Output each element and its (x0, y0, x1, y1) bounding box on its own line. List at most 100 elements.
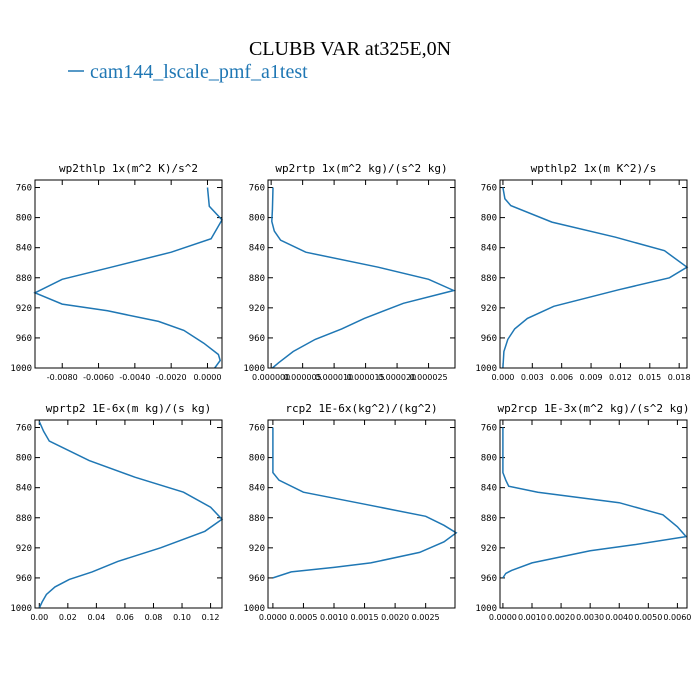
x-tick-label: 0.02 (59, 613, 77, 622)
y-tick-label: 800 (249, 214, 265, 224)
x-tick-label: 0.10 (173, 613, 191, 622)
series-line (38, 421, 224, 609)
x-tick-label: 0.003 (521, 373, 544, 382)
x-tick-label: 0.04 (87, 613, 105, 622)
y-tick-label: 880 (481, 274, 497, 284)
y-tick-label: 880 (16, 274, 32, 284)
x-tick-label: -0.0060 (83, 373, 114, 382)
panel-title: wpthlp2 1x(m K^2)/s (531, 162, 657, 175)
y-tick-label: 840 (16, 244, 32, 254)
y-tick-label: 840 (16, 484, 32, 494)
y-tick-label: 760 (481, 184, 497, 194)
y-tick-label: 960 (481, 574, 497, 584)
y-tick-label: 1000 (243, 604, 265, 614)
y-tick-label: 960 (249, 574, 265, 584)
y-tick-label: 880 (249, 274, 265, 284)
y-tick-label: 920 (16, 544, 32, 554)
y-tick-label: 920 (481, 304, 497, 314)
y-tick-label: 1000 (243, 364, 265, 374)
y-tick-label: 800 (249, 454, 265, 464)
x-tick-label: 0.000005 (284, 373, 322, 382)
y-tick-label: 840 (481, 244, 497, 254)
y-tick-label: 1000 (10, 604, 32, 614)
x-tick-label: 0.000025 (409, 373, 447, 382)
x-tick-label: 0.0010 (518, 613, 546, 622)
figure-title: CLUBB VAR at325E,0N (249, 38, 451, 60)
y-tick-label: 800 (481, 214, 497, 224)
panel-5: rcp2 1E-6x(kg^2)/(kg^2) 760 800 840 880 920 96… (243, 402, 458, 622)
y-tick-label: 760 (249, 424, 265, 434)
x-tick-label: 0.012 (609, 373, 632, 382)
y-tick-label: 880 (16, 514, 32, 524)
x-tick-label: 0.018 (668, 373, 691, 382)
x-tick-label: 0.000000 (252, 373, 290, 382)
x-tick-label: -0.0080 (47, 373, 78, 382)
x-tick-label: 0.000010 (315, 373, 353, 382)
series-line (502, 427, 688, 579)
y-tick-label: 920 (249, 544, 265, 554)
x-tick-label: 0.015 (638, 373, 661, 382)
series-line (271, 187, 456, 369)
y-tick-label: 920 (249, 304, 265, 314)
y-tick-label: 880 (481, 514, 497, 524)
plot-frame (499, 179, 688, 369)
panels: wp2thlp 1x(m^2 K)/s^2 760 800 840 880 920 960 1… (10, 162, 691, 622)
x-tick-label: 0.000015 (347, 373, 385, 382)
y-tick-label: 920 (481, 544, 497, 554)
y-tick-label: 960 (481, 334, 497, 344)
x-tick-label: 0.0060 (663, 613, 691, 622)
y-tick-label: 1000 (10, 364, 32, 374)
x-tick-label: 0.0020 (381, 613, 409, 622)
x-tick-label: 0.0015 (351, 613, 379, 622)
x-tick-label: 0.0005 (289, 613, 317, 622)
series-line (502, 187, 689, 369)
panel-title: wprtp2 1E-6x(m kg)/(s kg) (46, 402, 212, 415)
y-tick-label: 800 (16, 454, 32, 464)
y-tick-label: 1000 (475, 364, 497, 374)
y-tick-label: 760 (16, 424, 32, 434)
y-tick-label: 800 (481, 454, 497, 464)
x-tick-label: 0.0030 (576, 613, 604, 622)
series-line (33, 187, 223, 369)
x-tick-label: 0.08 (145, 613, 163, 622)
y-tick-label: 960 (16, 334, 32, 344)
x-tick-label: 0.0025 (412, 613, 440, 622)
y-tick-label: 760 (249, 184, 265, 194)
y-tick-label: 840 (481, 484, 497, 494)
x-tick-label: 0.00 (30, 613, 48, 622)
x-tick-label: 0.000 (491, 373, 514, 382)
y-tick-label: 960 (16, 574, 32, 584)
x-tick-label: 0.0000 (193, 373, 221, 382)
x-tick-label: 0.0000 (489, 613, 517, 622)
x-tick-label: 0.0010 (320, 613, 348, 622)
panel-title: wp2rtp 1x(m^2 kg)/(s^2 kg) (275, 162, 447, 175)
y-tick-label: 800 (16, 214, 32, 224)
plot-frame (34, 419, 223, 609)
plot-frame (499, 419, 688, 609)
plot-frame (34, 179, 223, 369)
y-tick-label: 920 (16, 304, 32, 314)
x-tick-label: 0.0000 (259, 613, 287, 622)
legend-label: cam144_lscale_pmf_a1test (90, 61, 308, 83)
x-tick-label: -0.0040 (119, 373, 150, 382)
panel-3: wpthlp2 1x(m K^2)/s 760 800 840 880 920 960 100… (475, 162, 690, 382)
x-tick-label: 0.0050 (634, 613, 662, 622)
y-tick-label: 960 (249, 334, 265, 344)
plot-frame (267, 179, 456, 369)
x-tick-label: 0.12 (202, 613, 220, 622)
y-tick-label: 840 (249, 244, 265, 254)
panel-title: wp2rcp 1E-3x(m^2 kg)/(s^2 kg) (497, 402, 689, 415)
series-line (272, 427, 458, 579)
x-tick-label: 0.0040 (605, 613, 633, 622)
panel-4: wprtp2 1E-6x(m kg)/(s kg) 760 800 840 880 920… (10, 402, 224, 622)
y-tick-label: 1000 (475, 604, 497, 614)
panel-title: rcp2 1E-6x(kg^2)/(kg^2) (285, 402, 437, 415)
y-tick-label: 880 (249, 514, 265, 524)
panel-2: wp2rtp 1x(m^2 kg)/(s^2 kg) 760 800 840 880 92… (243, 162, 456, 382)
y-tick-label: 840 (249, 484, 265, 494)
plot-frame (267, 419, 456, 609)
y-tick-label: 760 (481, 424, 497, 434)
x-tick-label: 0.0020 (547, 613, 575, 622)
x-tick-label: -0.0020 (156, 373, 187, 382)
